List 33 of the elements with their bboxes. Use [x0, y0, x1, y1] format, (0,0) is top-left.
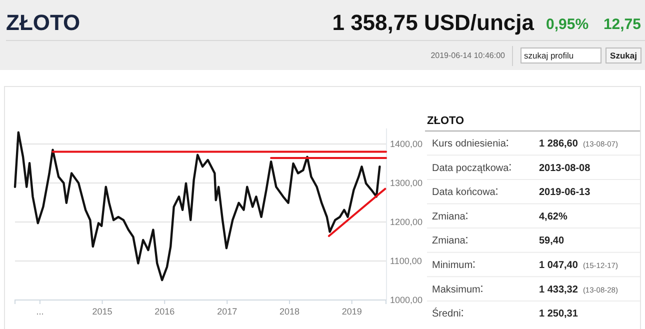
- category-label: Zmiana: [432, 211, 466, 222]
- category-label: Data końcowa: [432, 187, 496, 198]
- x-tick-label: 2016: [154, 306, 175, 316]
- y-tick-label: 1000,00: [390, 294, 423, 305]
- category-label: Kurs odniesienia: [432, 138, 506, 150]
- x-tick-label: ...: [36, 306, 44, 316]
- text: 1 250,31: [539, 308, 578, 320]
- text: 4,62%: [539, 211, 568, 222]
- line-series: [14, 131, 381, 282]
- text: ZŁOTO: [427, 115, 465, 127]
- text: 1 358,75 USD/uncja: [332, 10, 535, 35]
- text: 2019-06-14 10:46:00: [430, 51, 506, 60]
- text: 2013-08-08: [539, 162, 590, 174]
- x-tick-label: 2018: [279, 306, 300, 316]
- y-tick-label: 1100,00: [390, 256, 422, 266]
- category-label: Data początkowa: [432, 162, 510, 174]
- category-label: Średni: [432, 308, 461, 320]
- x-tick-label: 2015: [92, 306, 112, 316]
- chart-title: ZŁOTO: [6, 10, 80, 35]
- x-tick-label: 2019: [342, 306, 362, 316]
- y-tick-label: 1200,00: [390, 216, 423, 227]
- text: 59,40: [539, 236, 564, 247]
- category-label: Zmiana: [432, 236, 466, 247]
- category-label: Maksimum: [432, 284, 480, 296]
- search-field: szukaj profilu: [520, 48, 602, 64]
- text: 2019-06-13: [539, 187, 590, 198]
- category-label: Minimum: [432, 260, 473, 271]
- text: 12,75: [603, 16, 641, 33]
- y-tick-label: 1300,00: [390, 178, 423, 188]
- y-tick-label: 1400,00: [390, 138, 423, 149]
- search-button: Szukaj: [606, 48, 642, 64]
- x-tick-label: 2017: [217, 306, 238, 316]
- text: 0,95%: [546, 16, 589, 33]
